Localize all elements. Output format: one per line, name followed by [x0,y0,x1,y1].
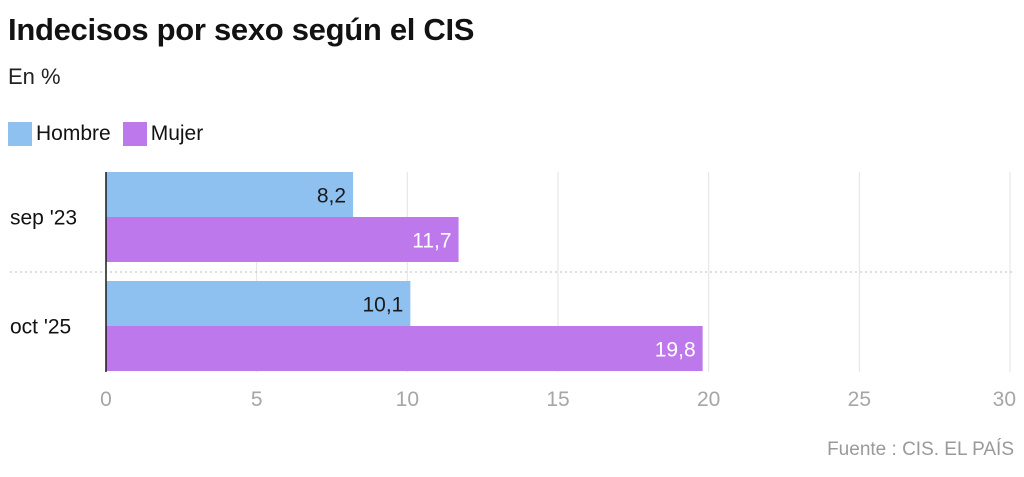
bar-mujer-0 [106,217,459,262]
legend: Hombre Mujer [8,122,215,146]
x-tick-label-5: 5 [251,388,263,411]
legend-item-mujer: Mujer [122,122,204,146]
bar-hombre-0 [106,172,354,217]
legend-swatch-hombre [8,122,32,146]
data-label-mujer-1: 19,8 [655,339,696,362]
legend-swatch-mujer [122,122,147,146]
data-label-hombre-0: 8,2 [317,185,346,208]
chart-title: Indecisos por sexo según el CIS [8,12,475,47]
legend-label-mujer: Mujer [150,122,204,145]
x-tick-label-20: 20 [697,388,720,411]
x-tick-label-25: 25 [848,388,871,411]
category-label-1: oct '25 [10,316,71,339]
x-tick-label-0: 0 [100,388,112,411]
legend-label-hombre: Hombre [36,122,111,145]
data-label-mujer-0: 11,7 [412,230,451,253]
category-label-0: sep '23 [10,207,77,230]
chart-subtitle: En % [8,64,61,89]
bar-mujer-1 [106,326,703,371]
source-note: Fuente : CIS. EL PAÍS [827,439,1014,460]
x-tick-label-15: 15 [546,388,569,411]
legend-item-hombre: Hombre [8,122,111,146]
x-tick-label-30: 30 [993,388,1016,411]
bar-hombre-1 [106,281,411,326]
data-label-hombre-1: 10,1 [362,294,403,317]
x-tick-label-10: 10 [396,388,419,411]
